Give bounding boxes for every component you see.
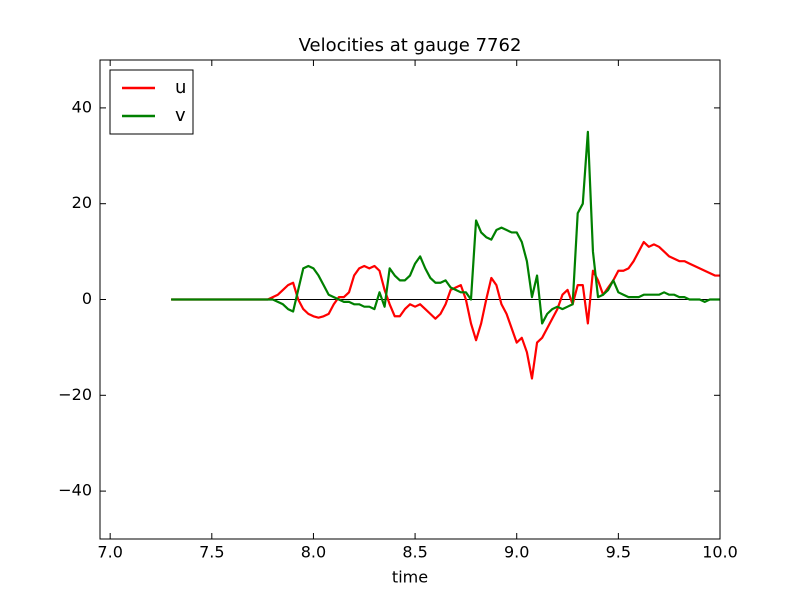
x-tick-label: 9.5 xyxy=(606,543,631,562)
legend-label: u xyxy=(175,77,186,98)
x-tick-label: 8.5 xyxy=(402,543,427,562)
y-tick-label: 20 xyxy=(72,193,92,212)
y-tick-label: −40 xyxy=(58,481,92,500)
x-tick-label: 10.0 xyxy=(702,543,738,562)
x-axis-label: time xyxy=(392,568,428,587)
x-tick-label: 9.0 xyxy=(504,543,529,562)
x-tick-label: 7.0 xyxy=(97,543,122,562)
y-tick-label: −20 xyxy=(58,385,92,404)
x-tick-label: 8.0 xyxy=(301,543,326,562)
plot-frame xyxy=(99,59,721,540)
series-line xyxy=(171,130,720,325)
legend-box xyxy=(109,69,194,135)
y-tick-label: 40 xyxy=(72,97,92,116)
x-tick-label: 7.5 xyxy=(199,543,224,562)
chart-title: Velocities at gauge 7762 xyxy=(299,35,522,56)
y-tick-label: 0 xyxy=(82,289,92,308)
legend-label: v xyxy=(175,105,186,126)
